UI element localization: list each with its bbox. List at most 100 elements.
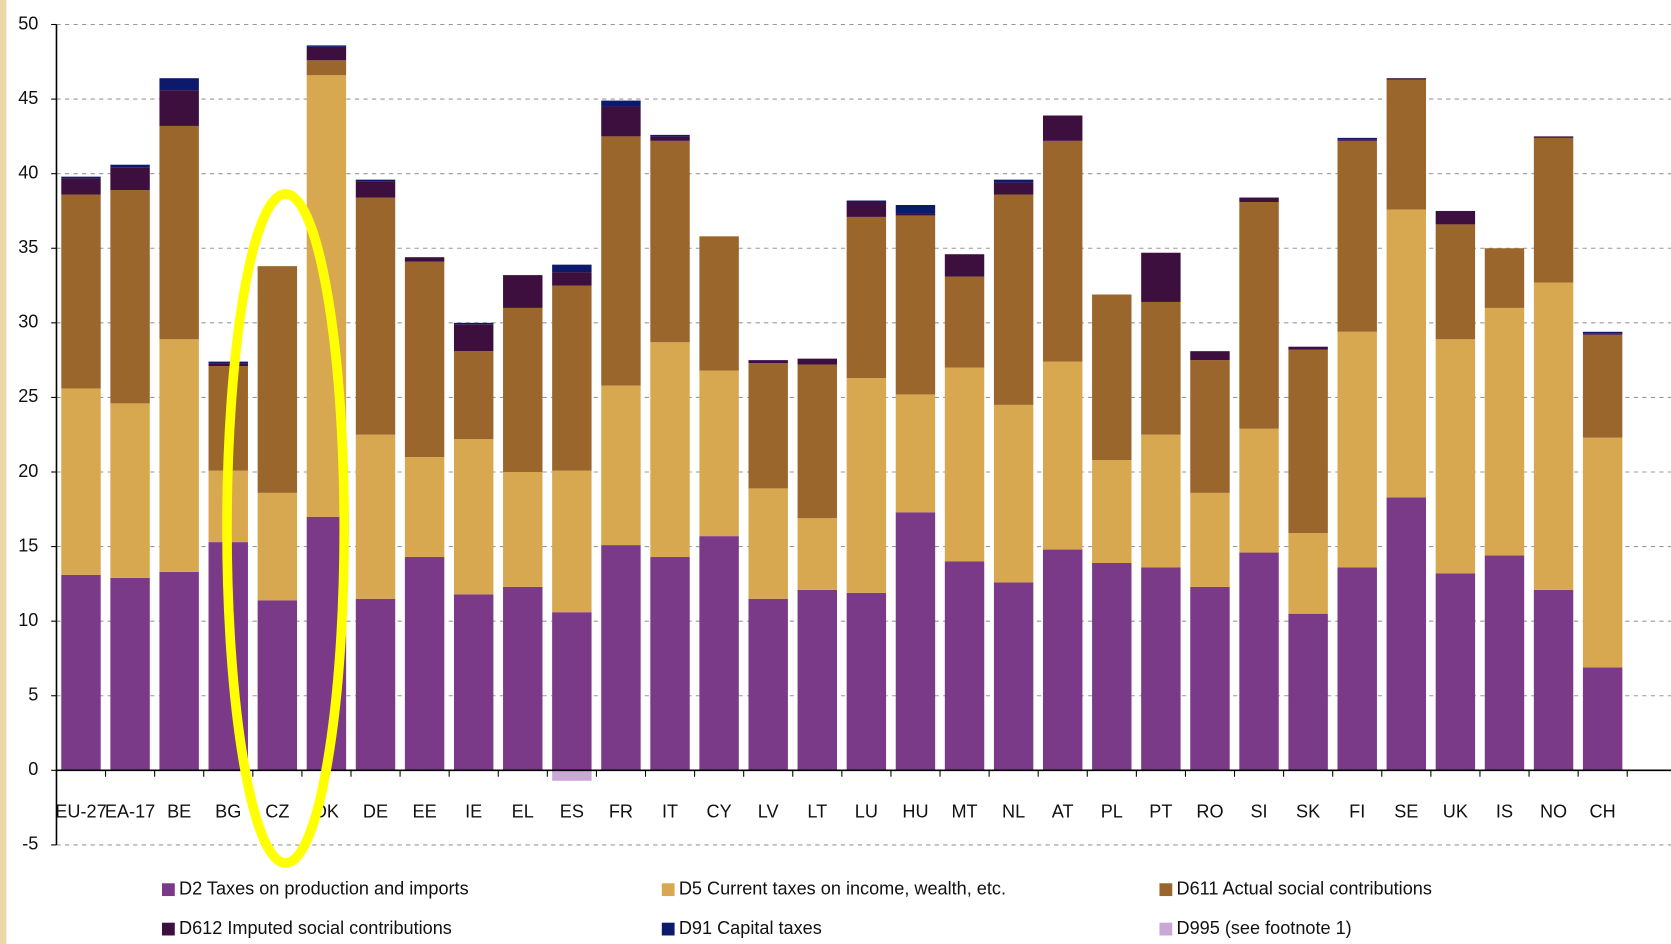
bar-segment [159,78,199,91]
bar-segment [1141,434,1181,568]
bar-segment [1386,79,1427,210]
x-tick-label: BG [215,802,241,822]
bar-segment [453,351,494,440]
bar-segment [1190,586,1230,771]
legend-swatch [661,883,675,897]
bar-segment [650,136,690,141]
bar-segment [1484,248,1525,308]
bar-segment [650,134,690,137]
bar-segment [552,285,592,471]
bar-segment [1288,613,1328,771]
y-tick-label: 25 [18,386,38,406]
x-tick-label: PT [1149,802,1172,822]
bar-segment [1484,555,1525,771]
bar-segment [1582,334,1623,438]
bar-segment [355,598,396,771]
bar-segment [503,586,543,771]
bar-segment [895,204,936,214]
bar-segment [1141,567,1181,771]
bar-segment [895,213,936,216]
bar-segment [453,594,494,771]
bar-segment [404,261,445,458]
bar-segment [1092,460,1132,563]
bar-segment [944,254,985,277]
bar-segment [453,324,494,352]
bar-segment [552,264,592,273]
bar-segment [895,512,936,771]
bar-segment [1092,294,1132,461]
bar-segment [1042,140,1083,362]
bar-segment [404,457,445,558]
bar-segment [797,518,837,590]
bar-segment [61,388,101,575]
x-tick-label: DE [363,802,388,822]
x-tick-label: LU [855,802,878,822]
bar-segment [503,307,543,472]
bar-segment [61,194,101,389]
bar-segment [61,176,101,179]
bar-segment [1337,137,1377,140]
bar-segment [699,236,739,371]
bar-segment [699,370,739,537]
bar-segment [1386,497,1427,771]
legend-swatch [161,883,175,897]
bar-segment [993,182,1034,195]
bar-segment [993,582,1034,771]
bar-segment [1239,197,1279,203]
x-tick-label: LT [807,802,827,822]
bar-segment [748,598,788,771]
x-tick-label: SI [1250,802,1267,822]
bar-segment [1042,361,1083,550]
bar-segment [601,545,641,771]
y-tick-label: 40 [18,162,38,182]
bar-segment [699,536,739,771]
x-tick-label: NO [1540,802,1567,822]
bar-segment [110,403,150,578]
bar-segment [601,100,641,107]
bar-segment [797,364,837,519]
x-tick-label: LV [758,802,779,822]
bar-segment [1435,339,1476,574]
y-tick-label: 50 [18,13,38,33]
bar-segment [1337,567,1377,771]
x-tick-label: IT [662,802,678,822]
bar-segment [355,434,396,599]
bar-segment [1288,349,1328,534]
bar-segment [1582,437,1623,668]
bar-segment [404,557,445,771]
x-tick-label: UK [1443,802,1468,822]
x-tick-label: EA-17 [105,802,155,822]
bar-segment [159,339,199,572]
bar-segment [1533,137,1574,283]
bar-segment [1337,140,1377,332]
bar-segment [306,45,347,47]
bar-segment [453,439,494,595]
bar-segment [552,770,592,781]
y-tick-label: 30 [18,312,38,332]
bar-segment [306,46,347,61]
bar-segment [257,266,298,493]
bar-segment [61,574,101,771]
bar-segment [895,394,936,513]
bar-segment [1288,533,1328,614]
bar-segment [944,367,985,562]
bar-segment [993,179,1034,183]
bar-segment [159,571,199,771]
x-tick-label: FI [1349,802,1365,822]
bar-segment [1435,210,1476,225]
bar-segment [1239,552,1279,771]
bar-segment [1533,282,1574,590]
frame-edge [0,0,7,944]
x-tick-label: EL [512,802,534,822]
bar-segment [503,472,543,587]
bar-segment [110,577,150,771]
x-tick-label: EE [413,802,437,822]
x-tick-label: FR [609,802,633,822]
legend-label: D91 Capital taxes [679,918,822,938]
bar-segment [159,90,199,126]
legend-swatch [161,922,175,936]
bar-segment [748,360,788,364]
bar-segment [1533,136,1574,138]
bar-segment [1484,307,1525,556]
